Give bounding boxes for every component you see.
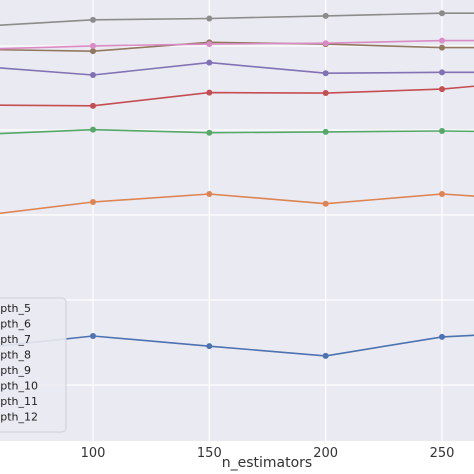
x-axis-label: n_estimators — [222, 455, 312, 471]
legend-entry: max_depth_6 — [0, 318, 31, 331]
series-max_depth_12 — [0, 10, 474, 26]
legend-entry: max_depth_8 — [0, 349, 31, 362]
data-point — [206, 343, 213, 350]
data-point — [90, 126, 96, 133]
series-line — [0, 128, 474, 135]
legend-box — [0, 297, 67, 433]
data-point — [206, 59, 213, 66]
legend-entry: max_depth_9 — [0, 364, 31, 377]
data-point — [322, 200, 329, 207]
data-point — [322, 352, 329, 359]
data-point — [90, 198, 96, 205]
legend-entry: max_depth_7 — [0, 333, 31, 346]
data-point — [439, 44, 445, 51]
data-point — [90, 16, 96, 23]
data-point — [439, 10, 445, 17]
data-point — [322, 40, 329, 47]
series-group — [0, 10, 474, 359]
data-point — [439, 37, 445, 44]
data-point — [206, 15, 213, 22]
legend-entry: max_depth_12 — [0, 411, 38, 424]
series-max_depth_5 — [0, 333, 474, 359]
data-point — [90, 71, 96, 78]
series-max_depth_9 — [0, 59, 474, 78]
data-point — [90, 48, 96, 55]
legend-entry: max_depth_10 — [0, 380, 38, 393]
legend-entry: max_depth_11 — [0, 395, 38, 408]
series-line — [0, 39, 474, 50]
x-tick-label: 200 — [313, 446, 338, 461]
data-point — [90, 42, 96, 49]
series-line — [0, 61, 474, 76]
series-max_depth_7 — [0, 126, 474, 136]
series-line — [0, 193, 474, 215]
series-line — [0, 12, 474, 26]
x-tick-label: 150 — [197, 446, 222, 461]
data-point — [90, 102, 96, 109]
data-point — [322, 90, 329, 97]
data-point — [439, 191, 445, 198]
data-point — [322, 70, 329, 77]
data-point — [439, 127, 445, 134]
series-max_depth_6 — [0, 191, 474, 215]
x-tick-label: 250 — [430, 446, 455, 461]
data-point — [206, 191, 213, 198]
data-point — [322, 128, 329, 135]
data-point — [439, 333, 445, 340]
plot-area — [0, 0, 474, 441]
series-line — [0, 85, 474, 107]
data-point — [206, 129, 213, 136]
data-point — [322, 12, 329, 19]
series-line — [0, 334, 474, 357]
data-point — [206, 41, 213, 48]
series-max_depth_11 — [0, 37, 474, 50]
data-point — [90, 333, 96, 340]
data-point — [439, 69, 445, 76]
series-max_depth_8 — [0, 85, 474, 109]
data-point — [206, 89, 213, 96]
data-point — [439, 86, 445, 93]
x-axis-ticks: 100 150 200 250 — [81, 446, 455, 461]
x-tick-label: 100 — [81, 446, 106, 461]
legend-entry: max_depth_5 — [0, 302, 31, 315]
legend: max_depth_5 max_depth_6 max_depth_7 max_dep… — [0, 297, 67, 433]
